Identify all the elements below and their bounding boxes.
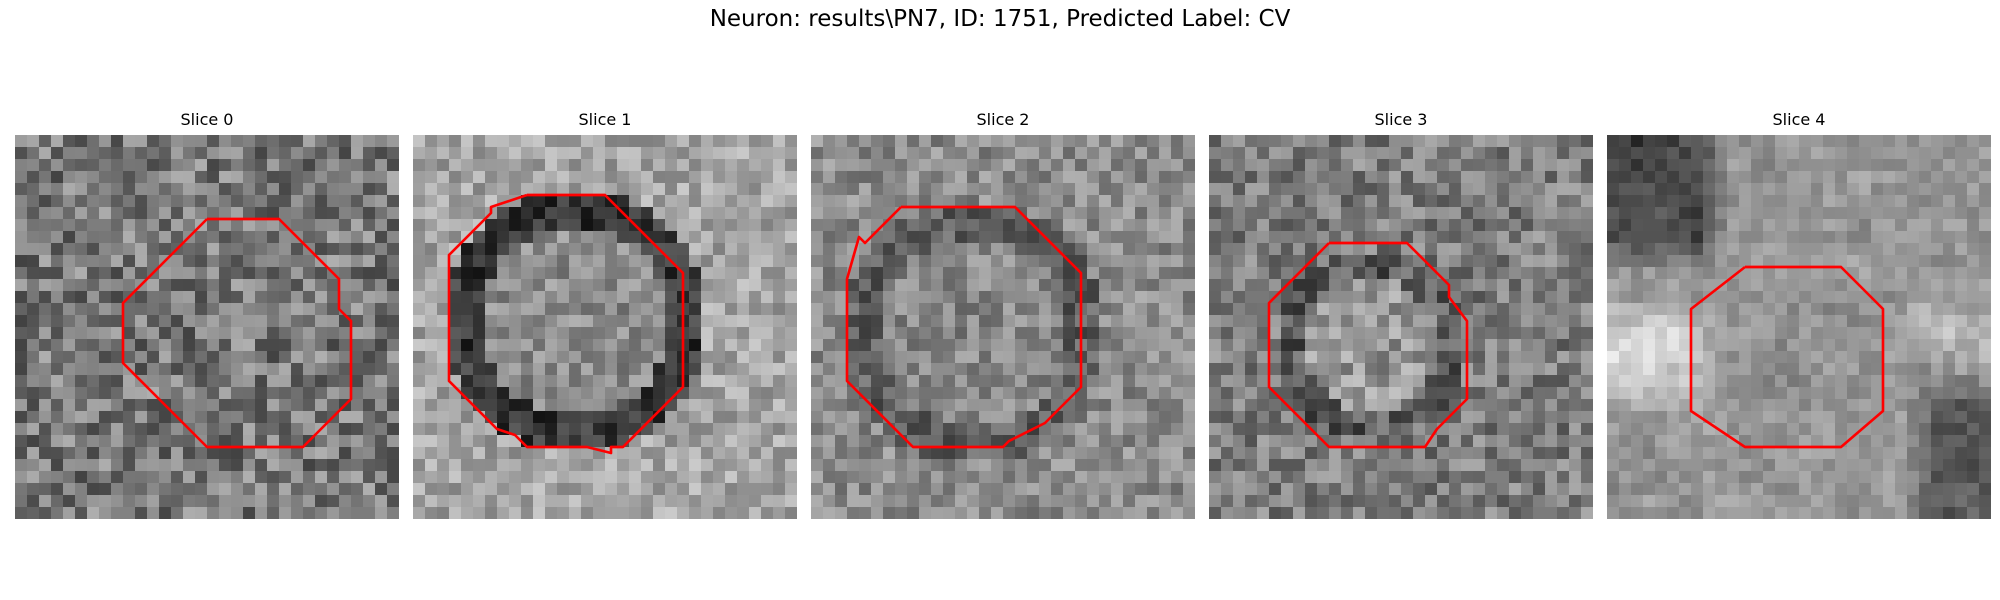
slice-panel-1: Slice 1 [413, 108, 797, 519]
slice-image [1209, 135, 1593, 519]
slice-title: Slice 2 [976, 110, 1030, 129]
slice-image [1607, 135, 1991, 519]
segmentation-contour [447, 193, 685, 455]
slice-image [811, 135, 1195, 519]
slice-panel-3: Slice 3 [1209, 108, 1593, 519]
slice-panel-0: Slice 0 [15, 108, 399, 519]
slice-image [15, 135, 399, 519]
segmentation-contour [1267, 241, 1469, 449]
segmentation-contour [121, 217, 353, 449]
figure-title: Neuron: results\PN7, ID: 1751, Predicted… [709, 6, 1291, 32]
slice-image [413, 135, 797, 519]
slice-title: Slice 1 [578, 110, 632, 129]
slice-panel-4: Slice 4 [1607, 108, 1991, 519]
slice-title: Slice 4 [1772, 110, 1826, 129]
slice-panel-2: Slice 2 [811, 108, 1195, 519]
slice-title: Slice 3 [1374, 110, 1428, 129]
segmentation-contour [845, 205, 1083, 449]
slice-title: Slice 0 [180, 110, 234, 129]
segmentation-contour [1689, 265, 1885, 449]
